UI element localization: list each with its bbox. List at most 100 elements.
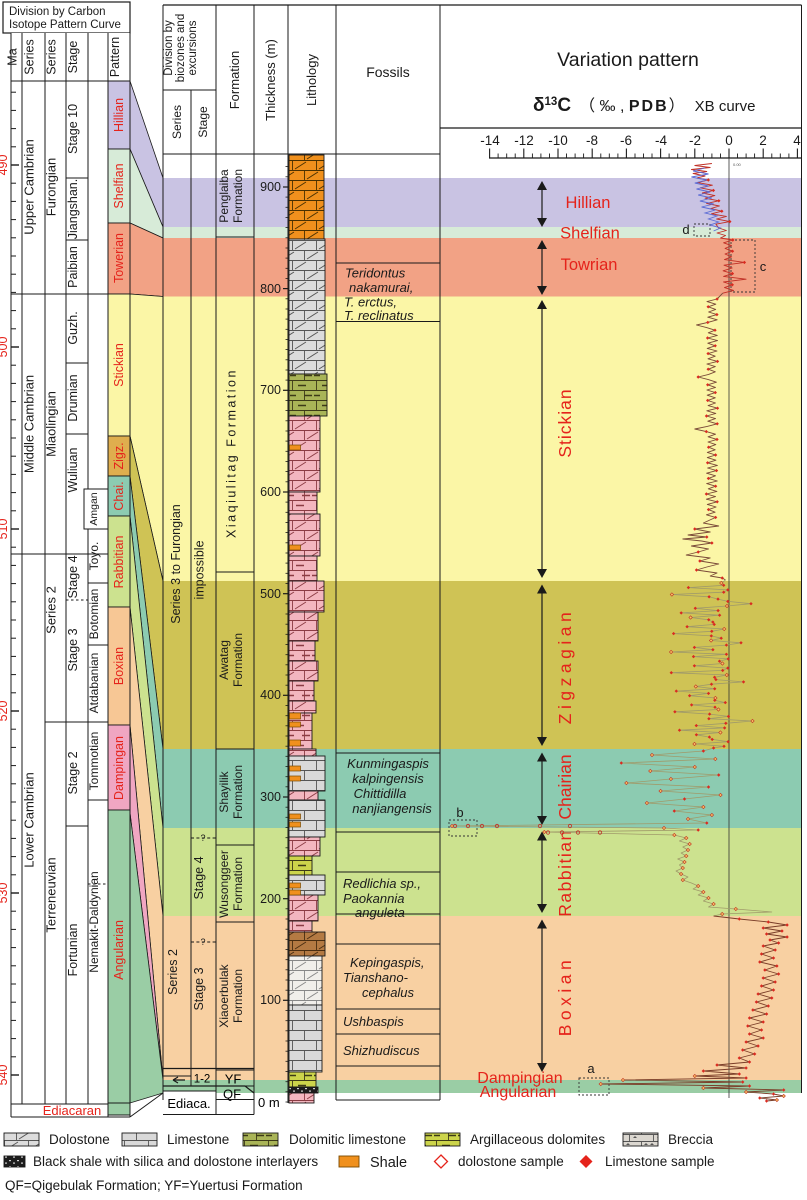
svg-text:Argillaceous dolomites: Argillaceous dolomites bbox=[470, 1132, 605, 1147]
svg-text:Upper Cambrian: Upper Cambrian bbox=[22, 139, 37, 234]
svg-text:Miaolingian: Miaolingian bbox=[44, 391, 59, 457]
svg-text:Teridontus: Teridontus bbox=[345, 266, 406, 281]
svg-text:d: d bbox=[682, 222, 689, 237]
svg-text:anguleta: anguleta bbox=[355, 905, 405, 920]
svg-text:Ediaca.: Ediaca. bbox=[167, 1096, 210, 1111]
svg-text:Stickian: Stickian bbox=[555, 388, 575, 457]
svg-text:100: 100 bbox=[260, 993, 281, 1007]
svg-text:-10: -10 bbox=[548, 133, 568, 148]
svg-text:Ediacaran: Ediacaran bbox=[43, 1103, 102, 1118]
svg-text:Rabbitian: Rabbitian bbox=[112, 536, 126, 589]
svg-text:0 m: 0 m bbox=[258, 1095, 280, 1110]
svg-text:Shizhudiscus: Shizhudiscus bbox=[343, 1043, 420, 1058]
svg-text:700: 700 bbox=[260, 383, 281, 397]
svg-text:Xiaoerbulak: Xiaoerbulak bbox=[217, 963, 231, 1027]
svg-text:0: 0 bbox=[725, 133, 733, 148]
svg-text:T. reclinatus: T. reclinatus bbox=[344, 308, 414, 323]
svg-text:kalpingensis: kalpingensis bbox=[352, 771, 424, 786]
svg-text:Hillian: Hillian bbox=[566, 194, 611, 212]
svg-text:520: 520 bbox=[0, 701, 10, 722]
svg-text:400: 400 bbox=[260, 688, 281, 702]
svg-text:QF: QF bbox=[223, 1087, 241, 1102]
svg-text:510: 510 bbox=[0, 519, 10, 540]
svg-text:Stage: Stage bbox=[196, 106, 210, 138]
svg-text:Variation pattern: Variation pattern bbox=[557, 49, 699, 71]
svg-text:Furongian: Furongian bbox=[44, 158, 59, 217]
svg-text:Series 2: Series 2 bbox=[166, 949, 180, 995]
svg-text:Hillian: Hillian bbox=[112, 98, 126, 132]
svg-text:Pattern: Pattern bbox=[108, 37, 122, 77]
svg-text:Chai.: Chai. bbox=[112, 481, 126, 510]
svg-text:900: 900 bbox=[260, 180, 281, 194]
svg-text:Series: Series bbox=[170, 105, 184, 139]
svg-text:biozones and: biozones and bbox=[175, 14, 187, 82]
svg-text:Stage: Stage bbox=[66, 41, 80, 74]
svg-text:?: ? bbox=[200, 833, 205, 843]
svg-text:300: 300 bbox=[260, 790, 281, 804]
svg-text:Dolostone: Dolostone bbox=[49, 1132, 110, 1147]
svg-text:QF=Qigebulak Formation; YF=Yue: QF=Qigebulak Formation; YF=Yuertusi Form… bbox=[5, 1178, 303, 1193]
svg-text:Ushbaspis: Ushbaspis bbox=[343, 1014, 404, 1029]
svg-text:Division by: Division by bbox=[163, 20, 175, 76]
svg-text:Dampingan: Dampingan bbox=[112, 736, 126, 800]
svg-text:Formation: Formation bbox=[231, 633, 245, 687]
svg-text:Angularian: Angularian bbox=[480, 1084, 557, 1101]
svg-text:1-2: 1-2 bbox=[194, 1074, 211, 1086]
svg-text:Boxian: Boxian bbox=[112, 647, 126, 685]
svg-text:dolostone sample: dolostone sample bbox=[458, 1154, 564, 1169]
svg-text:Boxian: Boxian bbox=[555, 956, 575, 1037]
svg-text:Chairian: Chairian bbox=[555, 754, 575, 819]
svg-text:490: 490 bbox=[0, 155, 10, 176]
svg-text:Lithology: Lithology bbox=[304, 53, 319, 106]
svg-text:4: 4 bbox=[793, 133, 801, 148]
svg-text:Amgan: Amgan bbox=[88, 492, 100, 525]
svg-text:Xiaqiulitag Formation: Xiaqiulitag Formation bbox=[225, 368, 239, 538]
svg-text:600: 600 bbox=[260, 485, 281, 499]
svg-text:nakamurai,: nakamurai, bbox=[349, 280, 413, 295]
svg-text:a: a bbox=[587, 1061, 595, 1076]
svg-text:Formation: Formation bbox=[231, 765, 245, 819]
svg-text:Guzh.: Guzh. bbox=[66, 311, 80, 344]
svg-text:YF: YF bbox=[225, 1072, 242, 1087]
svg-text:200: 200 bbox=[260, 892, 281, 906]
svg-text:Paokannia: Paokannia bbox=[343, 891, 404, 906]
svg-text:Formation: Formation bbox=[227, 51, 242, 110]
svg-text:530: 530 bbox=[0, 883, 10, 904]
svg-text:-4: -4 bbox=[655, 133, 667, 148]
svg-text:500: 500 bbox=[260, 587, 281, 601]
svg-text:500: 500 bbox=[0, 337, 10, 358]
svg-text:Kepingaspis,: Kepingaspis, bbox=[350, 955, 424, 970]
svg-text:Middle Cambrian: Middle Cambrian bbox=[22, 375, 37, 473]
svg-text:Wuliuan: Wuliuan bbox=[66, 447, 80, 492]
svg-text:Rabbitian: Rabbitian bbox=[555, 829, 575, 916]
svg-text:Shelfian: Shelfian bbox=[560, 225, 620, 243]
svg-text:cephalus: cephalus bbox=[362, 985, 415, 1000]
svg-text:-6: -6 bbox=[620, 133, 632, 148]
svg-text:Stage 3: Stage 3 bbox=[192, 967, 206, 1010]
svg-text:Stage 10: Stage 10 bbox=[66, 104, 80, 154]
svg-text:Limestone sample: Limestone sample bbox=[605, 1154, 715, 1169]
svg-text:-8: -8 bbox=[586, 133, 598, 148]
svg-text:540: 540 bbox=[0, 1065, 10, 1086]
svg-text:Tianshano-: Tianshano- bbox=[343, 970, 409, 985]
svg-text:Series: Series bbox=[23, 39, 37, 74]
svg-text:Shayilik: Shayilik bbox=[217, 770, 231, 812]
svg-text:Stage 4: Stage 4 bbox=[66, 555, 80, 598]
svg-text:Fortunian: Fortunian bbox=[66, 924, 80, 977]
svg-text:Nemakit-Daldynian: Nemakit-Daldynian bbox=[87, 871, 101, 972]
svg-text:T. erctus,: T. erctus, bbox=[344, 295, 397, 310]
svg-text:Black shale with silica and do: Black shale with silica and dolostone in… bbox=[33, 1154, 318, 1169]
svg-text:Formation: Formation bbox=[231, 969, 245, 1023]
svg-text:impossible: impossible bbox=[193, 540, 207, 599]
svg-text:-12: -12 bbox=[514, 133, 534, 148]
svg-text:800: 800 bbox=[260, 282, 281, 296]
svg-text:Breccia: Breccia bbox=[668, 1132, 714, 1147]
svg-text:Shale: Shale bbox=[370, 1155, 407, 1171]
svg-text:Towrian: Towrian bbox=[561, 256, 618, 274]
svg-text:Lower Cambrian: Lower Cambrian bbox=[22, 772, 37, 867]
svg-text:Redlichia sp.,: Redlichia sp., bbox=[343, 876, 421, 891]
svg-text:Towerian: Towerian bbox=[112, 233, 126, 283]
svg-text:Fossils: Fossils bbox=[366, 64, 410, 80]
svg-text:Terreneuvian: Terreneuvian bbox=[44, 857, 59, 932]
svg-text:Angularian: Angularian bbox=[112, 920, 126, 980]
